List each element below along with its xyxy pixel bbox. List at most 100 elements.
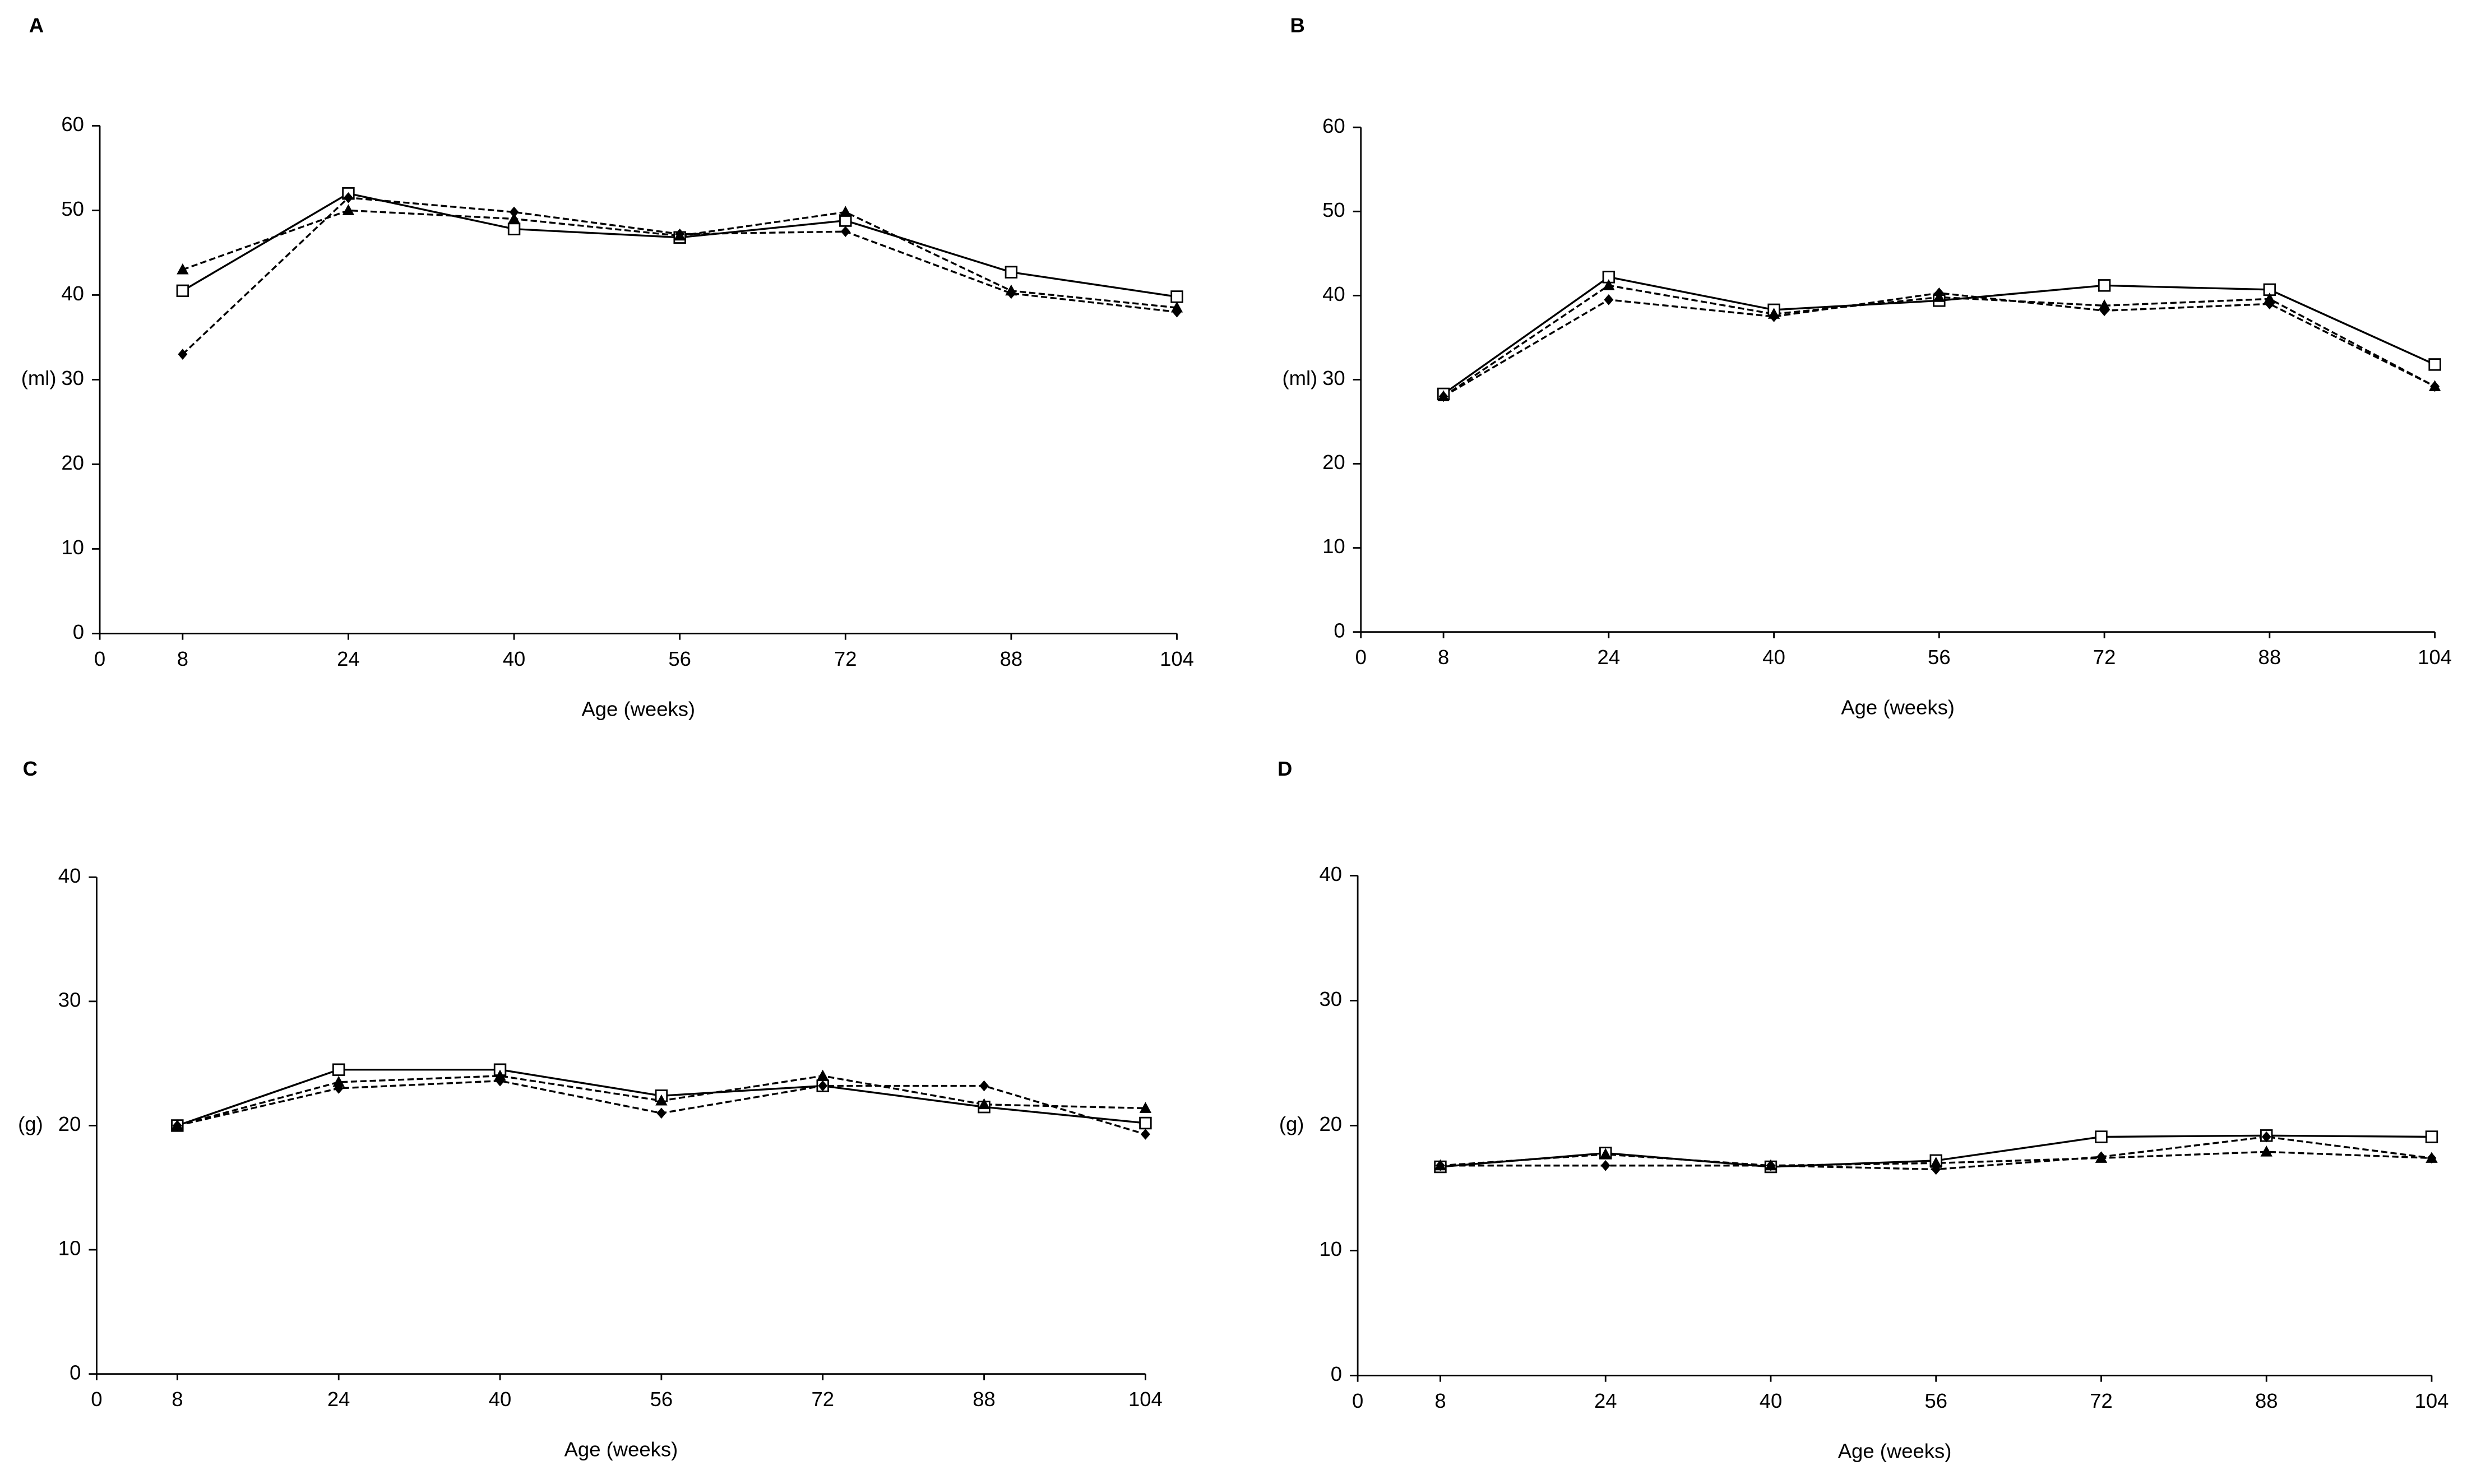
- x-axis-label: Age (weeks): [1838, 1440, 1952, 1463]
- x-tick-label: 8: [1434, 1389, 1446, 1412]
- marker-diamond: [840, 226, 850, 237]
- marker-triangle: [2260, 1146, 2272, 1157]
- marker-diamond: [1604, 294, 1614, 305]
- marker-triangle: [2264, 293, 2276, 304]
- y-tick-label: 0: [1334, 619, 1345, 642]
- marker-square: [1170, 290, 1183, 303]
- x-tick-label: 56: [1924, 1389, 1947, 1412]
- y-tick-label: 60: [1322, 114, 1345, 137]
- y-tick-label: 10: [61, 536, 84, 559]
- y-tick-label: 20: [58, 1112, 81, 1135]
- x-axis-label: Age (weeks): [564, 1438, 678, 1461]
- y-tick-label: 50: [1322, 198, 1345, 221]
- marker-diamond: [656, 1107, 666, 1119]
- series-line: [182, 197, 1177, 355]
- panel-label: A: [29, 13, 44, 36]
- marker-square: [332, 1063, 345, 1076]
- marker-diamond: [1436, 1160, 1445, 1171]
- x-tick-label: 0: [1355, 646, 1367, 669]
- marker-triangle: [2098, 299, 2110, 310]
- marker-diamond: [334, 1083, 344, 1094]
- panel-label: B: [1290, 13, 1304, 36]
- x-tick-label: 40: [503, 647, 526, 670]
- marker-square: [2428, 358, 2441, 371]
- marker-triangle: [1599, 1148, 1612, 1160]
- y-axis-label: (g): [18, 1112, 43, 1135]
- marker-triangle: [1603, 279, 1615, 290]
- y-axis-label: (ml): [21, 367, 57, 389]
- y-tick-label: 0: [73, 620, 84, 643]
- x-tick-label: 104: [2415, 1389, 2449, 1412]
- marker-diamond: [344, 192, 353, 203]
- x-axis-label: Age (weeks): [1841, 696, 1955, 719]
- y-tick-label: 10: [1319, 1237, 1342, 1260]
- x-tick-label: 8: [172, 1388, 183, 1411]
- x-tick-label: 40: [489, 1388, 512, 1411]
- series-line: [182, 209, 1177, 309]
- series-line: [182, 192, 1177, 298]
- y-tick-label: 0: [1331, 1362, 1342, 1385]
- y-tick-label: 30: [1319, 987, 1342, 1010]
- marker-diamond: [675, 228, 685, 240]
- x-tick-label: 72: [834, 647, 857, 670]
- marker-square: [1005, 266, 1018, 279]
- marker-diamond: [818, 1080, 828, 1092]
- y-tick-label: 30: [1322, 367, 1345, 389]
- x-tick-label: 0: [94, 647, 105, 670]
- x-tick-label: 24: [1598, 646, 1621, 669]
- marker-diamond: [979, 1080, 989, 1092]
- x-tick-label: 72: [2090, 1389, 2113, 1412]
- y-tick-label: 30: [58, 988, 81, 1011]
- marker-square: [507, 222, 521, 235]
- marker-square: [1139, 1116, 1152, 1130]
- y-tick-label: 40: [58, 864, 81, 887]
- x-tick-label: 104: [2418, 646, 2452, 669]
- y-tick-label: 30: [61, 367, 84, 389]
- y-tick-label: 10: [1322, 535, 1345, 558]
- y-tick-label: 20: [1322, 451, 1345, 474]
- x-tick-label: 56: [650, 1388, 673, 1411]
- x-tick-label: 104: [1160, 647, 1194, 670]
- marker-triangle: [1139, 1102, 1152, 1113]
- marker-triangle: [839, 206, 851, 217]
- marker-diamond: [2261, 1131, 2271, 1143]
- marker-square: [2095, 1130, 2108, 1143]
- marker-diamond: [1934, 287, 1944, 299]
- x-tick-label: 40: [1760, 1389, 1783, 1412]
- x-tick-label: 0: [91, 1388, 102, 1411]
- marker-diamond: [1769, 311, 1779, 322]
- marker-square: [176, 284, 189, 298]
- marker-diamond: [172, 1120, 182, 1131]
- panel-label: C: [23, 757, 38, 780]
- y-tick-label: 10: [58, 1237, 81, 1260]
- marker-diamond: [495, 1075, 505, 1087]
- marker-diamond: [1141, 1129, 1150, 1140]
- marker-triangle: [817, 1069, 829, 1081]
- marker-diamond: [2096, 1151, 2106, 1163]
- marker-triangle: [177, 263, 189, 275]
- marker-square: [2425, 1130, 2438, 1143]
- marker-triangle: [1930, 1157, 1942, 1168]
- x-tick-label: 72: [2093, 646, 2116, 669]
- x-tick-label: 0: [1352, 1389, 1363, 1412]
- x-tick-label: 88: [2255, 1389, 2278, 1412]
- y-tick-label: 40: [61, 282, 84, 305]
- marker-triangle: [508, 212, 520, 224]
- y-tick-label: 40: [1319, 862, 1342, 885]
- x-tick-label: 88: [2258, 646, 2281, 669]
- x-tick-label: 8: [177, 647, 188, 670]
- y-tick-label: 50: [61, 197, 84, 220]
- marker-diamond: [509, 206, 519, 218]
- x-tick-label: 8: [1438, 646, 1449, 669]
- y-tick-label: 60: [61, 113, 84, 136]
- marker-triangle: [494, 1069, 506, 1081]
- x-axis-label: Age (weeks): [581, 698, 695, 721]
- marker-diamond: [1006, 287, 1016, 299]
- x-tick-label: 104: [1128, 1388, 1163, 1411]
- x-tick-label: 88: [1000, 647, 1023, 670]
- x-tick-label: 40: [1762, 646, 1785, 669]
- x-tick-label: 88: [973, 1388, 996, 1411]
- marker-triangle: [332, 1075, 345, 1087]
